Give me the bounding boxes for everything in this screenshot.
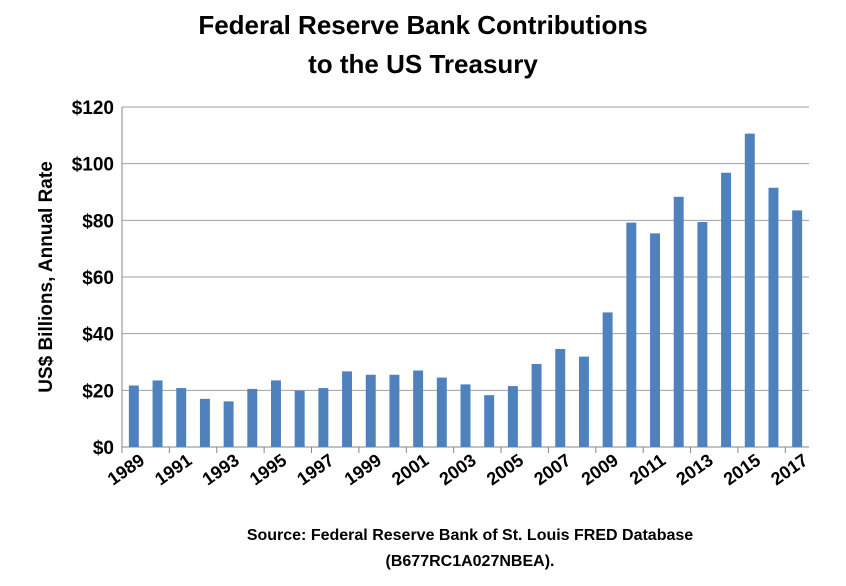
bar-2009: [602, 312, 613, 447]
x-tick-label: 1995: [246, 450, 290, 489]
y-tick-label: $80: [82, 211, 114, 232]
bar-1990: [152, 380, 163, 447]
bar-1995: [271, 380, 281, 447]
y-tick-label: $40: [82, 325, 114, 346]
bar-2012: [673, 196, 684, 447]
bar-1989: [128, 385, 139, 447]
x-tick-label: 1997: [293, 450, 337, 489]
x-tick-label: 2003: [436, 450, 480, 489]
x-tick-label: 2017: [767, 450, 811, 489]
x-tick-label: 1999: [341, 450, 385, 489]
source-line-2: (B677RC1A027NBEA).: [386, 553, 555, 570]
bar-1993: [223, 401, 234, 447]
bar-2004: [484, 395, 495, 447]
y-tick-label: $100: [72, 155, 114, 176]
x-tick-label: 1991: [151, 450, 195, 489]
bar-1992: [199, 398, 210, 447]
bar-2016: [768, 187, 779, 447]
bar-2003: [460, 384, 471, 447]
bar-2005: [507, 386, 518, 447]
chart-title-line-2: to the US Treasury: [308, 49, 538, 79]
bar-1998: [342, 371, 353, 447]
bar-2000: [389, 374, 400, 447]
bar-1991: [176, 388, 187, 447]
bar-2014: [721, 172, 732, 447]
x-tick-label: 2009: [578, 450, 622, 489]
bar-1997: [318, 388, 329, 447]
y-tick-label: $20: [82, 381, 114, 402]
bar-2011: [650, 233, 660, 447]
x-tick-label: 1993: [199, 450, 243, 489]
bar-2002: [436, 377, 447, 447]
bar-1996: [294, 390, 305, 447]
y-axis-label: US$ Billions, Annual Rate: [36, 161, 57, 393]
bar-2010: [626, 222, 637, 447]
x-tick-label: 2001: [388, 450, 432, 489]
bar-2008: [578, 356, 589, 447]
x-tick-label: 2011: [626, 450, 669, 489]
x-tick-label: 2015: [720, 450, 764, 489]
bar-2017: [792, 210, 803, 447]
bar-2007: [555, 348, 566, 447]
source-line-1: Source: Federal Reserve Bank of St. Loui…: [247, 527, 693, 544]
bar-2015: [744, 133, 755, 447]
chart-title-line-1: Federal Reserve Bank Contributions: [198, 10, 647, 40]
bar-2013: [697, 222, 708, 447]
bar-1994: [247, 388, 258, 447]
bar-2001: [413, 370, 424, 447]
x-tick-label: 2007: [530, 450, 574, 489]
x-tick-label: 2005: [483, 450, 527, 489]
y-tick-label: $60: [82, 268, 114, 289]
y-tick-label: $120: [72, 98, 114, 119]
y-tick-label: $0: [93, 438, 114, 459]
x-tick-label: 2013: [672, 450, 716, 489]
bar-2006: [531, 363, 542, 447]
bar-1999: [365, 374, 376, 447]
